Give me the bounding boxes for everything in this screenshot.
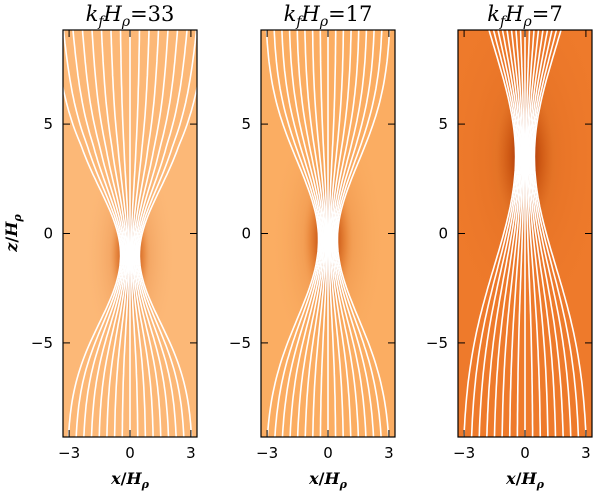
field-line — [330, 30, 352, 437]
y-tick-label: −5 — [31, 334, 53, 352]
field-line — [136, 30, 188, 437]
y-tick-label: −5 — [229, 334, 251, 352]
field-line — [331, 30, 360, 437]
field-line — [81, 30, 125, 437]
field-line — [135, 30, 179, 437]
field-line — [333, 30, 368, 437]
field-line — [311, 30, 327, 437]
field-line — [91, 30, 127, 437]
field-line — [138, 83, 197, 437]
y-tick-label: 0 — [438, 225, 448, 243]
x-tick-label: 0 — [125, 444, 135, 462]
field-line — [119, 30, 130, 437]
field-line — [265, 30, 320, 437]
field-line — [335, 30, 383, 437]
field-line — [478, 30, 519, 437]
field-line — [131, 30, 150, 437]
x-tick-label: 0 — [520, 444, 530, 462]
field-line — [137, 30, 197, 437]
y-tick-label: 0 — [241, 225, 251, 243]
field-line — [533, 30, 587, 437]
field-line — [304, 30, 326, 437]
y-tick-label: −5 — [426, 334, 448, 352]
field-line — [110, 30, 129, 437]
field-line — [486, 30, 520, 437]
field-line — [288, 30, 323, 437]
panel-1: −3 0 3 −5 0 5 kfHρ=33 x/Hρ — [31, 2, 198, 491]
x-tick-label: −3 — [256, 444, 278, 462]
field-line — [72, 30, 124, 437]
field-line — [526, 30, 542, 437]
x-axis-label: x/Hρ — [505, 469, 545, 491]
y-tick-label: 5 — [438, 115, 448, 133]
field-line — [273, 30, 321, 437]
panel-2: −3 0 3 −5 0 5 kfHρ=17 x/Hρ — [229, 2, 396, 491]
panel-title: kfHρ=17 — [284, 2, 373, 30]
field-line — [63, 30, 123, 437]
y-axis-label: z/Hρ — [2, 214, 24, 253]
panel-title: kfHρ=33 — [86, 2, 175, 30]
field-line — [463, 30, 517, 437]
field-line — [528, 30, 557, 437]
field-line — [132, 30, 160, 437]
field-line — [516, 30, 525, 437]
field-line — [133, 30, 169, 437]
x-axis-label: x/Hρ — [110, 469, 150, 491]
field-line — [493, 30, 522, 437]
x-tick-label: 3 — [581, 444, 591, 462]
field-line — [296, 30, 325, 437]
field-line — [508, 30, 524, 437]
field-line — [336, 30, 391, 437]
panel-title: kfHρ=7 — [487, 2, 562, 30]
field-line — [532, 30, 580, 437]
field-line — [281, 30, 322, 437]
field-line — [328, 30, 337, 437]
y-tick-label: 5 — [43, 115, 53, 133]
x-axis-label: x/Hρ — [308, 469, 348, 491]
y-tick-label: 5 — [241, 115, 251, 133]
field-line — [470, 30, 518, 437]
x-tick-label: 0 — [323, 444, 333, 462]
x-tick-label: −3 — [58, 444, 80, 462]
field-line — [531, 30, 572, 437]
field-line — [334, 30, 375, 437]
y-tick-label: 0 — [43, 225, 53, 243]
field-line — [63, 83, 122, 437]
field-line — [527, 30, 549, 437]
field-line — [319, 30, 328, 437]
field-line — [530, 30, 564, 437]
panel-3: −3 0 3 −5 0 5 kfHρ=7 x/Hρ — [426, 2, 593, 491]
field-line — [501, 30, 523, 437]
field-line — [329, 30, 345, 437]
field-line — [130, 30, 141, 437]
x-tick-label: 3 — [186, 444, 196, 462]
field-line — [525, 30, 534, 437]
field-line — [100, 30, 128, 437]
x-tick-label: −3 — [453, 444, 475, 462]
x-tick-label: 3 — [384, 444, 394, 462]
